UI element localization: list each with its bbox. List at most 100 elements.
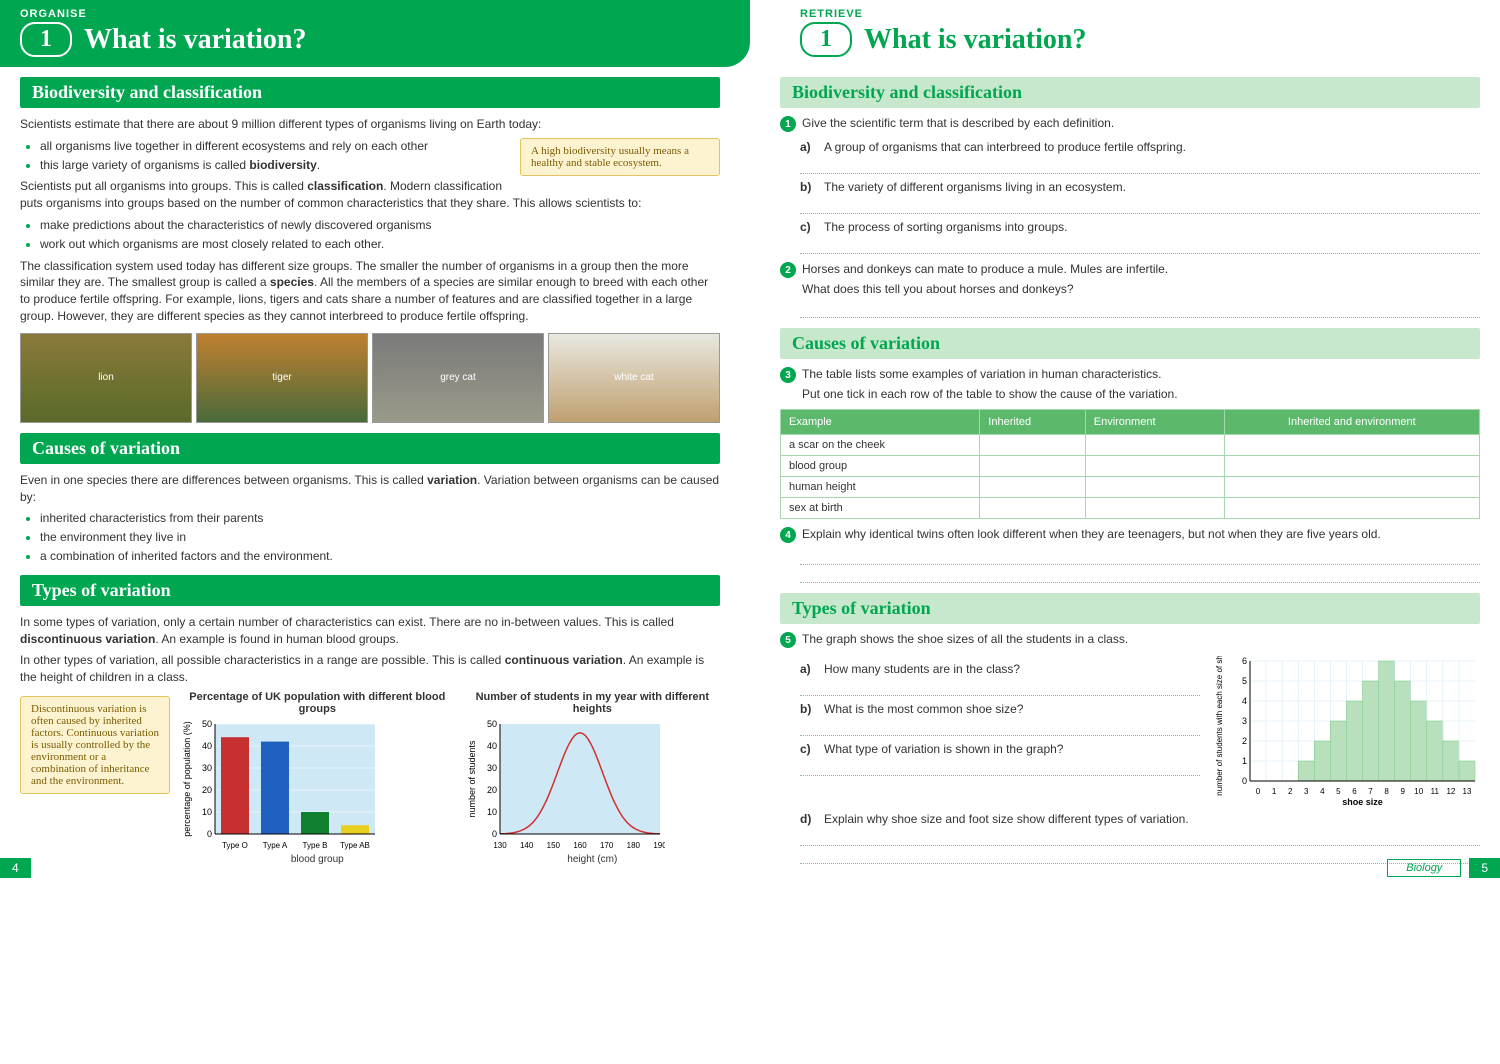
classification-text: Scientists put all organisms into groups… xyxy=(20,178,720,212)
causes-heading-r: Causes of variation xyxy=(780,328,1480,359)
svg-text:30: 30 xyxy=(202,763,212,773)
answer-line[interactable] xyxy=(800,569,1480,583)
row-scar: a scar on the cheek xyxy=(781,435,980,456)
grey-cat-photo: grey cat xyxy=(372,333,544,423)
question-1: 1 Give the scientific term that is descr… xyxy=(780,116,1480,132)
svg-text:3: 3 xyxy=(1304,787,1309,796)
qnum-1: 1 xyxy=(780,116,796,132)
retrieve-tag: RETRIEVE xyxy=(800,8,1460,20)
intro-text: Scientists estimate that there are about… xyxy=(20,116,720,133)
answer-line[interactable] xyxy=(800,551,1480,565)
svg-text:180: 180 xyxy=(626,841,640,850)
svg-text:12: 12 xyxy=(1446,787,1455,796)
page-title: What is variation? xyxy=(864,24,1086,56)
section-number: 1 xyxy=(800,22,852,57)
biodiversity-heading-r: Biodiversity and classification xyxy=(780,77,1480,108)
row-height: human height xyxy=(781,477,980,498)
list-item: make predictions about the characteristi… xyxy=(40,217,720,234)
row-sex: sex at birth xyxy=(781,498,980,519)
question-5: 5 The graph shows the shoe sizes of all … xyxy=(780,632,1480,648)
types-heading-r: Types of variation xyxy=(780,593,1480,624)
qnum-3: 3 xyxy=(780,367,796,383)
svg-text:20: 20 xyxy=(487,785,497,795)
classification-list: make predictions about the characteristi… xyxy=(40,217,720,253)
svg-text:0: 0 xyxy=(492,829,497,839)
continuous-text: In other types of variation, all possibl… xyxy=(20,652,720,686)
list-item: the environment they live in xyxy=(40,529,720,546)
question-3: 3 The table lists some examples of varia… xyxy=(780,367,1480,401)
variation-text: Even in one species there are difference… xyxy=(20,472,720,506)
svg-text:2: 2 xyxy=(1242,736,1247,746)
q5b: b)What is the most common shoe size? xyxy=(800,702,1200,716)
right-header: RETRIEVE 1 What is variation? xyxy=(780,0,1480,67)
qnum-4: 4 xyxy=(780,527,796,543)
variation-callout: Discontinuous variation is often caused … xyxy=(20,696,170,794)
svg-text:10: 10 xyxy=(202,807,212,817)
causes-heading: Causes of variation xyxy=(20,433,720,464)
answer-line[interactable] xyxy=(800,762,1200,776)
answer-line[interactable] xyxy=(800,722,1200,736)
tiger-photo: tiger xyxy=(196,333,368,423)
svg-text:7: 7 xyxy=(1368,787,1373,796)
svg-text:190: 190 xyxy=(653,841,665,850)
svg-text:0: 0 xyxy=(207,829,212,839)
list-item: work out which organisms are most closel… xyxy=(40,236,720,253)
qnum-2: 2 xyxy=(780,262,796,278)
q1b: b)The variety of different organisms liv… xyxy=(800,180,1480,194)
svg-text:3: 3 xyxy=(1242,716,1247,726)
svg-text:percentage of population (%): percentage of population (%) xyxy=(182,721,192,837)
svg-text:13: 13 xyxy=(1463,787,1472,796)
svg-text:number of students: number of students xyxy=(467,740,477,818)
types-heading: Types of variation xyxy=(20,575,720,606)
svg-text:1: 1 xyxy=(1242,756,1247,766)
answer-line[interactable] xyxy=(800,682,1200,696)
page-title: What is variation? xyxy=(84,24,306,56)
charts-row: Percentage of UK population with differe… xyxy=(180,691,720,865)
answer-line[interactable] xyxy=(800,200,1480,214)
white-cat-photo: white cat xyxy=(548,333,720,423)
q5c: c)What type of variation is shown in the… xyxy=(800,742,1200,756)
svg-text:50: 50 xyxy=(202,719,212,729)
svg-text:10: 10 xyxy=(487,807,497,817)
list-item: inherited characteristics from their par… xyxy=(40,510,720,527)
causes-list: inherited characteristics from their par… xyxy=(40,510,720,564)
animal-photos: lion tiger grey cat white cat xyxy=(20,333,720,423)
q1c: c)The process of sorting organisms into … xyxy=(800,220,1480,234)
right-page: RETRIEVE 1 What is variation? Biodiversi… xyxy=(750,0,1500,878)
answer-line[interactable] xyxy=(800,240,1480,254)
svg-text:140: 140 xyxy=(520,841,534,850)
variation-table: Example Inherited Environment Inherited … xyxy=(780,409,1480,519)
curve-chart-svg: 0 10 20 30 40 50 130 140 150 160 170 180 190 number o… xyxy=(465,719,665,854)
blood-group-chart: Percentage of UK population with differe… xyxy=(180,691,455,865)
answer-line[interactable] xyxy=(800,160,1480,174)
svg-text:2: 2 xyxy=(1288,787,1293,796)
svg-text:50: 50 xyxy=(487,719,497,729)
th-inherited: Inherited xyxy=(980,410,1085,435)
svg-text:40: 40 xyxy=(487,741,497,751)
svg-text:Type O: Type O xyxy=(222,841,248,850)
q5a: a)How many students are in the class? xyxy=(800,662,1200,676)
svg-text:4: 4 xyxy=(1242,696,1247,706)
svg-text:130: 130 xyxy=(493,841,507,850)
svg-text:30: 30 xyxy=(487,763,497,773)
subject-label: Biology xyxy=(1387,859,1461,877)
biodiversity-heading: Biodiversity and classification xyxy=(20,77,720,108)
svg-text:160: 160 xyxy=(573,841,587,850)
answer-line[interactable] xyxy=(800,304,1480,318)
answer-line[interactable] xyxy=(800,832,1480,846)
svg-text:1: 1 xyxy=(1272,787,1277,796)
question-2: 2 Horses and donkeys can mate to produce… xyxy=(780,262,1480,296)
row-blood: blood group xyxy=(781,456,980,477)
species-text: The classification system used today has… xyxy=(20,258,720,325)
lion-photo: lion xyxy=(20,333,192,423)
biodiversity-callout: A high biodiversity usually means a heal… xyxy=(520,138,720,176)
question-4: 4 Explain why identical twins often look… xyxy=(780,527,1480,543)
svg-text:11: 11 xyxy=(1431,787,1440,796)
left-header: ORGANISE 1 What is variation? xyxy=(0,0,750,67)
answer-line[interactable] xyxy=(800,850,1480,864)
right-footer: Biology 5 xyxy=(1387,858,1500,878)
svg-text:170: 170 xyxy=(600,841,614,850)
svg-text:150: 150 xyxy=(546,841,560,850)
th-both: Inherited and environment xyxy=(1224,410,1479,435)
svg-text:9: 9 xyxy=(1400,787,1405,796)
